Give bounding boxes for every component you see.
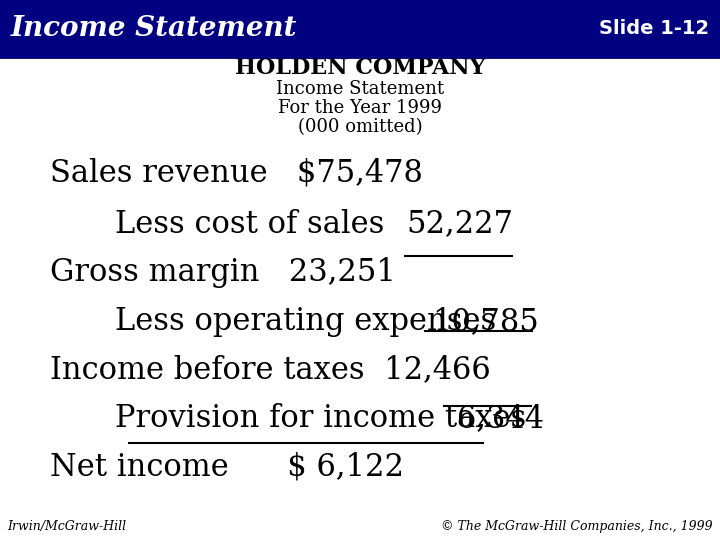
Text: Slide 1-12: Slide 1-12 [599,19,709,38]
Text: 52,227: 52,227 [407,208,514,240]
FancyBboxPatch shape [0,0,720,57]
Text: (000 omitted): (000 omitted) [297,118,423,136]
Text: © The McGraw-Hill Companies, Inc., 1999: © The McGraw-Hill Companies, Inc., 1999 [441,520,713,533]
Text: Sales revenue   $75,478: Sales revenue $75,478 [50,157,423,188]
Text: For the Year 1999: For the Year 1999 [278,99,442,117]
Text: Less operating expenses: Less operating expenses [115,306,497,337]
Text: 6,344: 6,344 [457,403,544,434]
Text: Income before taxes  12,466: Income before taxes 12,466 [50,354,491,386]
Text: Provision for income taxes: Provision for income taxes [115,403,526,434]
Text: HOLDEN COMPANY: HOLDEN COMPANY [235,57,485,78]
Text: Less cost of sales: Less cost of sales [115,208,384,240]
Text: Gross margin   23,251: Gross margin 23,251 [50,257,396,288]
Text: Income Statement: Income Statement [11,15,297,42]
Text: Net income      $ 6,122: Net income $ 6,122 [50,451,405,483]
Text: Income Statement: Income Statement [276,80,444,98]
Text: Irwin/McGraw-Hill: Irwin/McGraw-Hill [7,520,126,533]
Text: 10,785: 10,785 [432,306,539,337]
